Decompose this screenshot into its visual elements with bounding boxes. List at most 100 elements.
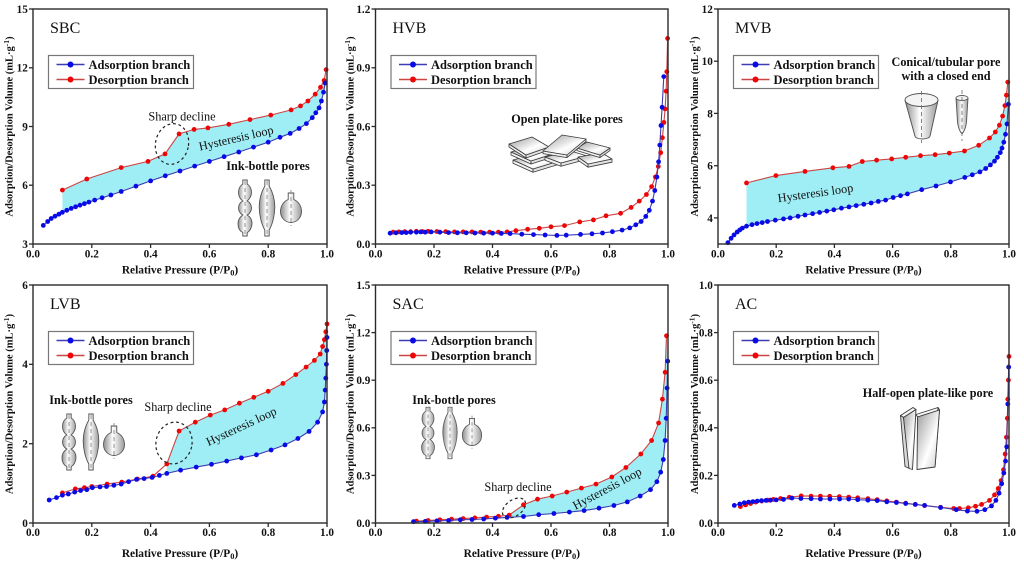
svg-text:1.0: 1.0 (320, 249, 334, 261)
svg-text:0.6: 0.6 (886, 249, 900, 261)
svg-text:1.0: 1.0 (661, 249, 675, 261)
svg-text:Sharp decline: Sharp decline (144, 400, 212, 414)
svg-text:1.0: 1.0 (661, 527, 675, 539)
svg-text:0.6: 0.6 (202, 527, 216, 539)
svg-text:0.2: 0.2 (769, 249, 783, 261)
svg-text:0.0: 0.0 (26, 527, 40, 539)
svg-text:0.0: 0.0 (356, 239, 370, 251)
svg-text:0.6: 0.6 (544, 527, 558, 539)
svg-text:0.6: 0.6 (886, 527, 900, 539)
svg-text:HVB: HVB (393, 20, 427, 37)
svg-text:1.0: 1.0 (1002, 249, 1016, 261)
svg-text:10: 10 (702, 56, 714, 68)
svg-text:0.0: 0.0 (711, 527, 725, 539)
svg-text:Adsorption/Desorption Volume (: Adsorption/Desorption Volume (mL·g-1) (2, 36, 16, 217)
svg-text:0.2: 0.2 (85, 249, 99, 261)
svg-text:Relative Pressure (P/P0): Relative Pressure (P/P0) (805, 548, 922, 561)
svg-text:Desorption branch: Desorption branch (431, 349, 531, 363)
svg-text:0.6: 0.6 (356, 121, 370, 133)
svg-text:SAC: SAC (393, 296, 424, 313)
svg-text:0.8: 0.8 (261, 249, 275, 261)
svg-text:0.0: 0.0 (369, 249, 383, 261)
svg-text:0.9: 0.9 (356, 375, 370, 387)
svg-text:Desorption branch: Desorption branch (89, 349, 189, 363)
svg-text:0.8: 0.8 (699, 328, 713, 340)
svg-text:0.2: 0.2 (769, 527, 783, 539)
svg-text:0.4: 0.4 (827, 249, 841, 261)
svg-text:Ink-bottle pores: Ink-bottle pores (226, 159, 310, 173)
svg-text:Relative Pressure (P/P0): Relative Pressure (P/P0) (122, 548, 239, 561)
svg-text:0.8: 0.8 (603, 527, 617, 539)
svg-text:Adsorption/Desorption Volume (: Adsorption/Desorption Volume (mL·g-1) (343, 36, 357, 217)
svg-text:0.6: 0.6 (202, 249, 216, 261)
svg-text:0.8: 0.8 (603, 249, 617, 261)
svg-text:0.4: 0.4 (486, 527, 500, 539)
svg-text:1.2: 1.2 (356, 4, 370, 16)
svg-text:0.6: 0.6 (544, 249, 558, 261)
svg-text:0.4: 0.4 (827, 527, 841, 539)
svg-text:Half-open plate-like pore: Half-open plate-like pore (863, 386, 994, 400)
svg-text:6: 6 (707, 161, 713, 173)
svg-text:Ink-bottle pores: Ink-bottle pores (412, 393, 496, 407)
svg-text:Relative Pressure (P/P0): Relative Pressure (P/P0) (122, 265, 239, 278)
svg-text:Relative Pressure (P/P0): Relative Pressure (P/P0) (464, 265, 581, 278)
svg-text:0.8: 0.8 (261, 527, 275, 539)
svg-text:12: 12 (17, 63, 29, 75)
svg-text:Adsorption branch: Adsorption branch (431, 334, 533, 348)
svg-text:0.2: 0.2 (699, 470, 713, 482)
svg-text:1.5: 1.5 (356, 280, 370, 292)
svg-text:0.6: 0.6 (699, 375, 713, 387)
svg-text:Adsorption/Desorption Volume (: Adsorption/Desorption Volume (mL·g-1) (687, 313, 701, 494)
svg-text:Desorption branch: Desorption branch (89, 73, 189, 87)
svg-text:0.3: 0.3 (356, 180, 370, 192)
svg-text:0.6: 0.6 (356, 423, 370, 435)
svg-text:Adsorption/Desorption Volume (: Adsorption/Desorption Volume (mL·g-1) (343, 313, 357, 494)
svg-text:0.2: 0.2 (427, 249, 441, 261)
svg-text:0.0: 0.0 (699, 518, 713, 530)
svg-text:12: 12 (702, 4, 714, 16)
svg-text:1.0: 1.0 (320, 527, 334, 539)
svg-text:0.0: 0.0 (369, 527, 383, 539)
svg-text:15: 15 (17, 4, 29, 16)
svg-text:0.8: 0.8 (944, 249, 958, 261)
svg-text:0: 0 (22, 518, 28, 530)
svg-text:9: 9 (22, 121, 28, 133)
svg-text:0.3: 0.3 (356, 470, 370, 482)
svg-text:LVB: LVB (50, 296, 81, 313)
svg-text:Desorption branch: Desorption branch (774, 349, 874, 363)
svg-text:0.0: 0.0 (356, 518, 370, 530)
svg-text:Desorption branch: Desorption branch (431, 73, 531, 87)
svg-text:0.4: 0.4 (486, 249, 500, 261)
svg-text:0.2: 0.2 (85, 527, 99, 539)
svg-text:1.0: 1.0 (1002, 527, 1016, 539)
svg-text:0.4: 0.4 (144, 249, 158, 261)
svg-text:with a closed end: with a closed end (901, 69, 990, 83)
svg-text:0.8: 0.8 (944, 527, 958, 539)
svg-text:AC: AC (735, 296, 757, 313)
svg-text:6: 6 (22, 180, 28, 192)
svg-text:Adsorption/Desorption Volume (: Adsorption/Desorption Volume (mL·g-1) (2, 313, 16, 494)
svg-text:Adsorption branch: Adsorption branch (89, 334, 191, 348)
svg-text:Relative Pressure (P/P0): Relative Pressure (P/P0) (464, 548, 581, 561)
svg-text:2: 2 (22, 439, 28, 451)
svg-text:0.0: 0.0 (26, 249, 40, 261)
svg-text:Adsorption branch: Adsorption branch (774, 334, 876, 348)
svg-text:MVB: MVB (735, 20, 771, 37)
svg-text:0.9: 0.9 (356, 63, 370, 75)
svg-text:1.2: 1.2 (356, 328, 370, 340)
svg-text:Sharp decline: Sharp decline (484, 480, 552, 494)
svg-text:Sharp decline: Sharp decline (148, 110, 216, 124)
svg-text:8: 8 (707, 108, 713, 120)
svg-text:Adsorption branch: Adsorption branch (89, 58, 191, 72)
svg-text:0.0: 0.0 (711, 249, 725, 261)
svg-text:Adsorption branch: Adsorption branch (431, 58, 533, 72)
svg-text:1.0: 1.0 (699, 280, 713, 292)
svg-text:Ink-bottle pores: Ink-bottle pores (49, 393, 133, 407)
svg-text:Conical/tubular pore: Conical/tubular pore (892, 55, 1002, 69)
svg-text:6: 6 (22, 280, 28, 292)
svg-text:4: 4 (22, 359, 28, 371)
svg-text:Adsorption branch: Adsorption branch (774, 58, 876, 72)
svg-text:0.4: 0.4 (144, 527, 158, 539)
svg-text:Relative Pressure (P/P0): Relative Pressure (P/P0) (805, 265, 922, 278)
svg-text:Desorption branch: Desorption branch (774, 73, 874, 87)
